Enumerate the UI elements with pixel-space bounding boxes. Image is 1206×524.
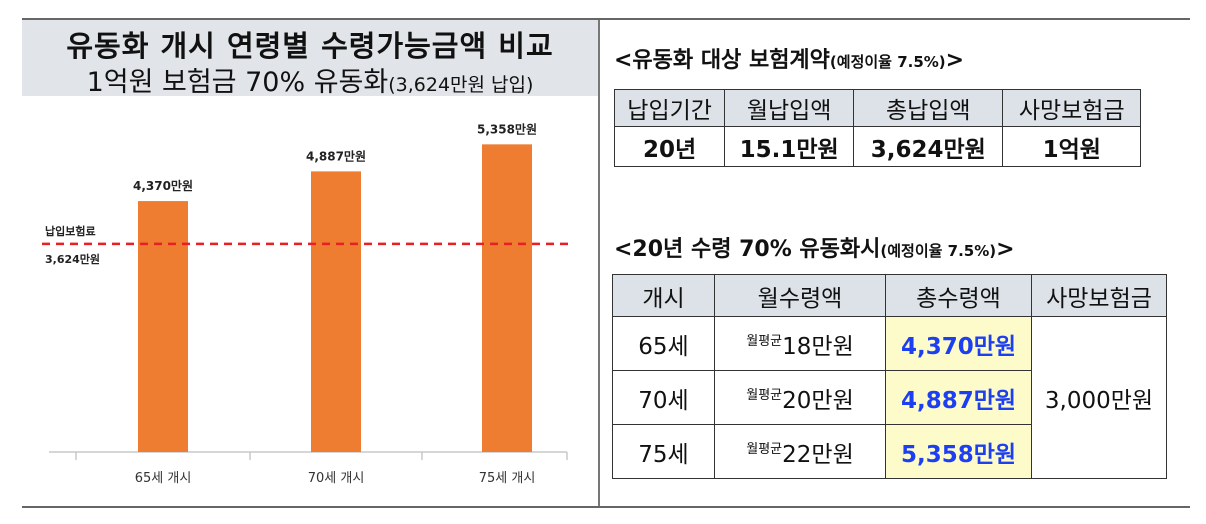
header-total-payment: 총납입액: [853, 89, 1004, 127]
contract-header-row: 납입기간 월납입액 총납입액 사망보험금: [613, 89, 1141, 127]
chart-title: 유동화 개시 연령별 수령가능금액 비교: [66, 29, 554, 63]
cell-start-age: 75세: [612, 424, 715, 479]
section2-title: <20년 수령 70% 유동화시(예정이율 7.5%)>: [614, 231, 1015, 263]
cell-total-receipt: 4,370만원: [885, 316, 1032, 371]
chart-subtitle-main: 1억원 보험금 70% 유동화: [86, 67, 389, 98]
bottom-rule: [22, 506, 1190, 508]
cell-death-benefit: 1억원: [1002, 126, 1141, 167]
cell-death-benefit-merged: 3,000만원: [1031, 316, 1167, 479]
header-monthly-payment: 월납입액: [724, 89, 855, 127]
x-tick-label: 75세 개시: [479, 471, 536, 486]
section2-title-end: >: [996, 237, 1015, 262]
header-payment-period: 납입기간: [613, 89, 726, 127]
bar-value-label: 5,358만원: [477, 121, 537, 136]
header-start-age: 개시: [612, 274, 715, 317]
cell-total-receipt: 4,887만원: [885, 370, 1032, 425]
x-tick-label: 65세 개시: [135, 471, 192, 486]
payout-table: 개시 월수령액 총수령액 사망보험금 65세 월평균18만원 4,370만원 3…: [612, 274, 1167, 479]
reference-value-label: 3,624만원: [45, 252, 100, 266]
header-death-benefit: 사망보험금: [1002, 89, 1141, 127]
table-row: 75세 월평균22만원 5,358만원: [612, 424, 1167, 479]
monthly-prefix: 월평균: [746, 333, 783, 349]
monthly-value: 20만원: [782, 387, 854, 414]
bar-value-label: 4,887만원: [306, 148, 366, 163]
top-rule: [22, 18, 1190, 20]
section1-title-note: (예정이율 7.5%): [829, 53, 946, 71]
chart-header-band: [22, 20, 598, 96]
cell-monthly-receipt: 월평균22만원: [714, 424, 886, 479]
section2-title-note: (예정이율 7.5%): [880, 242, 997, 260]
table-row: 65세 월평균18만원 4,370만원 3,000만원: [612, 316, 1167, 479]
chart-subtitle-paren: (3,624만원 납입): [388, 74, 534, 96]
cell-payment-period: 20년: [613, 126, 726, 167]
header-total-receipt: 총수령액: [885, 274, 1032, 317]
monthly-prefix: 월평균: [746, 441, 783, 457]
contract-table: 납입기간 월납입액 총납입액 사망보험금 20년 15.1만원 3,624만원 …: [613, 89, 1141, 167]
panel-divider: [598, 20, 600, 506]
bar: [482, 144, 532, 452]
bar-chart: 4,370만원 65세 개시 4,887만원 70세 개시 5,358만원 75세 개시 납…: [42, 121, 570, 486]
chart-subtitle: 1억원 보험금 70% 유동화(3,624만원 납입): [22, 60, 598, 99]
payout-header-row: 개시 월수령액 총수령액 사망보험금: [612, 274, 1167, 317]
bar: [138, 201, 188, 452]
section1-title: <유동화 대상 보험계약(예정이율 7.5%)>: [614, 42, 964, 74]
cell-start-age: 70세: [612, 370, 715, 425]
monthly-prefix: 월평균: [746, 387, 783, 403]
cell-monthly-payment: 15.1만원: [724, 126, 855, 167]
header-monthly-receipt: 월수령액: [714, 274, 886, 317]
table-row: 70세 월평균20만원 4,887만원: [612, 370, 1167, 425]
cell-total-receipt: 5,358만원: [885, 424, 1032, 479]
cell-start-age: 65세: [612, 316, 715, 371]
bar-value-label: 4,370만원: [133, 178, 193, 193]
bar: [311, 171, 361, 452]
cell-monthly-receipt: 월평균20만원: [714, 370, 886, 425]
x-tick-label: 70세 개시: [308, 471, 365, 486]
section2-title-main: <20년 수령 70% 유동화시: [614, 237, 881, 262]
monthly-value: 22만원: [782, 441, 854, 468]
monthly-value: 18만원: [782, 333, 854, 360]
cell-total-payment: 3,624만원: [853, 126, 1004, 167]
cell-monthly-receipt: 월평균18만원: [714, 316, 886, 371]
reference-label: 납입보험료: [45, 224, 96, 238]
section1-title-end: >: [945, 48, 965, 73]
header-death-benefit-2: 사망보험금: [1031, 274, 1167, 317]
contract-data-row: 20년 15.1만원 3,624만원 1억원: [613, 126, 1141, 167]
section1-title-main: <유동화 대상 보험계약: [614, 48, 830, 73]
